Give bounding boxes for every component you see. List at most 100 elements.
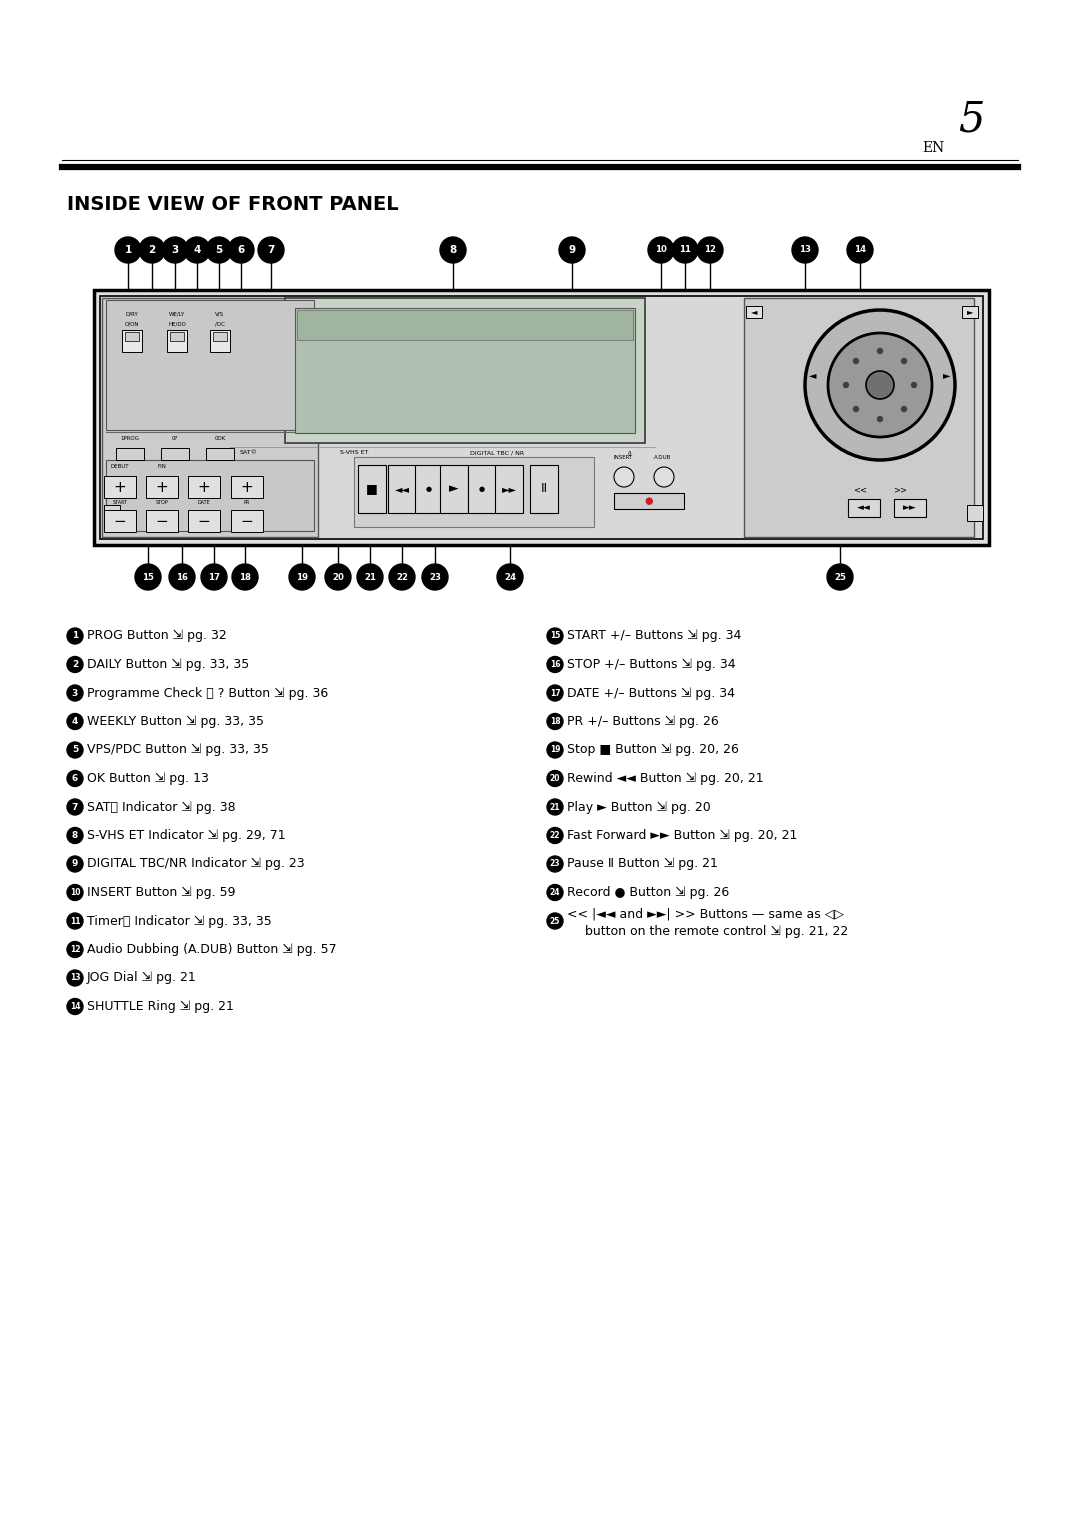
Circle shape [67, 885, 83, 900]
Text: DEBUT: DEBUT [111, 465, 130, 469]
Circle shape [615, 468, 634, 487]
Text: 5: 5 [958, 98, 985, 141]
Text: ●: ● [426, 486, 432, 492]
Text: 17: 17 [208, 573, 220, 582]
Text: INSERT Button ⇲ pg. 59: INSERT Button ⇲ pg. 59 [87, 886, 235, 898]
Circle shape [546, 714, 563, 729]
Text: O/ON: O/ON [125, 322, 139, 327]
FancyBboxPatch shape [102, 298, 318, 536]
Text: 19: 19 [550, 746, 561, 755]
FancyBboxPatch shape [213, 332, 227, 341]
Text: 22: 22 [396, 573, 408, 582]
Text: 13: 13 [70, 973, 80, 983]
Circle shape [67, 941, 83, 958]
Text: −: − [156, 513, 168, 529]
FancyBboxPatch shape [104, 504, 120, 521]
Text: 6: 6 [72, 775, 78, 782]
Circle shape [232, 564, 258, 590]
Text: Stop ■ Button ⇲ pg. 20, 26: Stop ■ Button ⇲ pg. 20, 26 [567, 744, 739, 756]
Text: 18: 18 [239, 573, 251, 582]
Circle shape [67, 799, 83, 814]
FancyBboxPatch shape [188, 510, 220, 532]
Text: 11: 11 [679, 246, 691, 255]
Text: A.DUB: A.DUB [654, 455, 672, 460]
Text: 4: 4 [193, 244, 201, 255]
Text: 25: 25 [550, 917, 561, 926]
FancyBboxPatch shape [495, 465, 523, 513]
Circle shape [828, 333, 932, 437]
Text: 2: 2 [72, 660, 78, 669]
Text: SAT©: SAT© [240, 451, 258, 455]
Text: START +/– Buttons ⇲ pg. 34: START +/– Buttons ⇲ pg. 34 [567, 630, 741, 642]
Circle shape [67, 856, 83, 872]
FancyBboxPatch shape [206, 448, 234, 460]
Circle shape [357, 564, 383, 590]
Text: −: − [241, 513, 254, 529]
Text: 20: 20 [550, 775, 561, 782]
Text: (): () [627, 451, 633, 455]
Text: Play ► Button ⇲ pg. 20: Play ► Button ⇲ pg. 20 [567, 801, 711, 813]
Circle shape [139, 237, 165, 263]
Text: 15: 15 [550, 631, 561, 640]
FancyBboxPatch shape [746, 306, 762, 318]
Text: EN: EN [922, 141, 945, 154]
Text: WE/LY: WE/LY [168, 312, 185, 316]
FancyBboxPatch shape [188, 477, 220, 498]
Text: 23: 23 [550, 859, 561, 868]
Text: 25: 25 [834, 573, 846, 582]
Text: <<: << [853, 486, 867, 495]
Text: PR: PR [244, 500, 251, 504]
Circle shape [792, 237, 818, 263]
Text: +: + [156, 480, 168, 495]
Text: START: START [112, 500, 127, 504]
Text: S-VHS ET Indicator ⇲ pg. 29, 71: S-VHS ET Indicator ⇲ pg. 29, 71 [87, 830, 285, 842]
Text: 21: 21 [364, 573, 376, 582]
Text: 10: 10 [656, 246, 667, 255]
Circle shape [67, 998, 83, 1015]
Text: V/S: V/S [215, 312, 225, 316]
FancyBboxPatch shape [100, 296, 983, 539]
Text: 18: 18 [550, 717, 561, 726]
Circle shape [67, 657, 83, 672]
Text: 3: 3 [72, 689, 78, 697]
Circle shape [546, 914, 563, 929]
Circle shape [67, 828, 83, 843]
FancyBboxPatch shape [231, 477, 264, 498]
Text: 8: 8 [72, 831, 78, 840]
Text: 16: 16 [176, 573, 188, 582]
FancyBboxPatch shape [285, 298, 645, 443]
Circle shape [389, 564, 415, 590]
Circle shape [497, 564, 523, 590]
Text: ◄◄: ◄◄ [394, 484, 409, 494]
Text: 16: 16 [550, 660, 561, 669]
Text: 22: 22 [550, 831, 561, 840]
Text: INSERT: INSERT [615, 455, 633, 460]
Text: 9: 9 [568, 244, 576, 255]
Circle shape [546, 770, 563, 787]
Text: STOP +/– Buttons ⇲ pg. 34: STOP +/– Buttons ⇲ pg. 34 [567, 659, 735, 671]
FancyBboxPatch shape [297, 310, 633, 341]
Circle shape [546, 885, 563, 900]
Text: Timerⓨ Indicator ⇲ pg. 33, 35: Timerⓨ Indicator ⇲ pg. 33, 35 [87, 914, 272, 927]
FancyBboxPatch shape [615, 494, 684, 509]
Text: −: − [113, 513, 126, 529]
FancyBboxPatch shape [106, 299, 314, 429]
Text: INSIDE VIEW OF FRONT PANEL: INSIDE VIEW OF FRONT PANEL [67, 196, 399, 214]
Circle shape [866, 371, 894, 399]
FancyBboxPatch shape [468, 465, 496, 513]
FancyBboxPatch shape [357, 465, 386, 513]
FancyBboxPatch shape [962, 306, 978, 318]
Text: /DC: /DC [215, 322, 225, 327]
Text: ◄: ◄ [751, 307, 757, 316]
Text: 3: 3 [172, 244, 178, 255]
FancyBboxPatch shape [146, 510, 178, 532]
Text: ►: ► [967, 307, 973, 316]
Circle shape [201, 564, 227, 590]
FancyBboxPatch shape [440, 465, 468, 513]
Circle shape [546, 628, 563, 643]
FancyBboxPatch shape [894, 500, 926, 516]
Text: 14: 14 [70, 1002, 80, 1012]
FancyBboxPatch shape [967, 504, 983, 521]
Text: D/RY: D/RY [125, 312, 138, 316]
FancyBboxPatch shape [388, 465, 416, 513]
